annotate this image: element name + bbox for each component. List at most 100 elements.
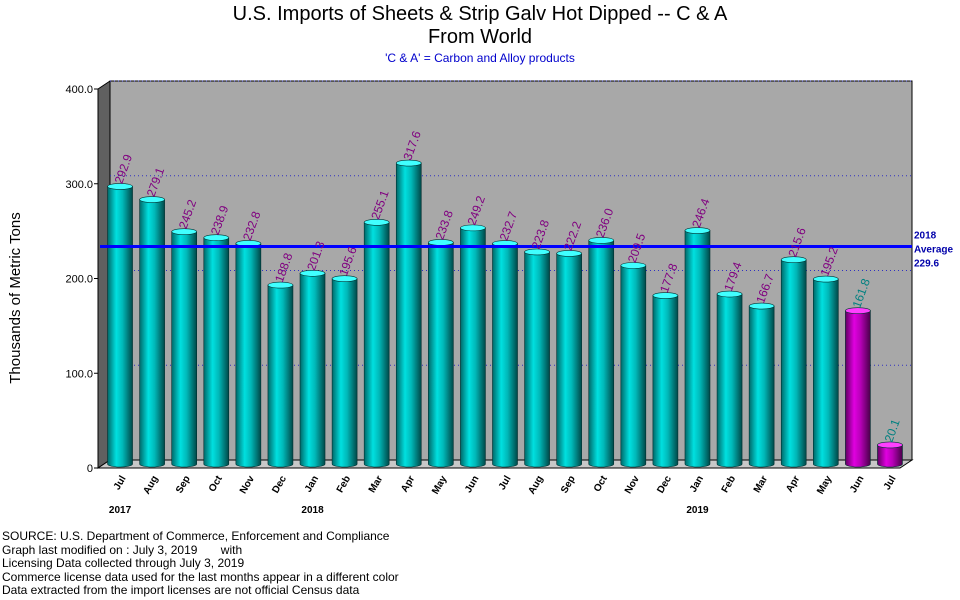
y-tick-label: 0 — [87, 463, 93, 475]
x-tick-label: Jan — [688, 474, 706, 494]
bar-top — [395, 159, 422, 167]
bar-body — [620, 265, 647, 468]
bar — [331, 275, 358, 468]
chart-title-line2: From World — [427, 26, 533, 48]
year-label: 2017 — [109, 505, 132, 516]
bar — [203, 234, 230, 468]
source-notes: SOURCE: U.S. Department of Commerce, Enf… — [2, 529, 399, 598]
bar-body — [877, 444, 903, 468]
bar-top — [171, 228, 197, 235]
x-tick-label: Jul — [112, 474, 129, 492]
y-tick-label: 400.0 — [65, 84, 93, 96]
y-axis: 0 100.0 200.0 300.0 400.0 — [65, 84, 99, 475]
bar-body — [684, 230, 711, 468]
bar-body — [716, 293, 743, 468]
bar-top — [716, 290, 743, 298]
y-tick-label: 100.0 — [65, 368, 93, 380]
bar-body — [748, 305, 775, 468]
y-tick-label: 300.0 — [65, 179, 93, 191]
bar — [877, 441, 903, 468]
source-line: SOURCE: U.S. Department of Commerce, Enf… — [2, 529, 390, 543]
bar — [748, 302, 775, 468]
bar-body — [524, 251, 550, 468]
bar-body — [428, 242, 454, 468]
bar — [363, 218, 390, 468]
x-tick-label: May — [430, 474, 449, 497]
y-axis-label: Thousands of Metric Tons — [7, 212, 24, 383]
average-line-group: 2018 Average 229.6 — [100, 230, 954, 269]
bar-body — [299, 272, 326, 468]
x-tick-label: Feb — [720, 474, 738, 495]
bar — [620, 262, 647, 468]
bar — [139, 196, 165, 468]
bar — [556, 250, 582, 468]
bar-top — [588, 237, 615, 244]
bar-top — [652, 292, 679, 299]
bar — [235, 240, 262, 468]
bar-top — [524, 248, 550, 256]
bar-top — [620, 262, 647, 269]
bar-body — [203, 237, 230, 468]
bar-body — [267, 284, 294, 468]
source-line: Commerce license data used for the last … — [2, 569, 399, 584]
bar-top — [812, 275, 839, 283]
bar-top — [877, 441, 903, 449]
bar-body — [652, 295, 679, 468]
bar — [684, 227, 711, 468]
bar-body — [556, 253, 582, 468]
bar-top — [748, 302, 775, 310]
bar — [652, 292, 679, 468]
x-tick-label: Jan — [303, 474, 321, 494]
bar-top — [299, 269, 326, 277]
source-line: Data extracted from the import licenses … — [2, 583, 360, 598]
x-tick-label: Jun — [463, 474, 481, 495]
x-tick-label: Mar — [367, 474, 385, 495]
x-tick-label: Jun — [848, 474, 866, 495]
bar-top — [780, 256, 807, 264]
bar-top — [363, 218, 390, 226]
bar-body — [492, 243, 518, 468]
x-tick-label: Jul — [882, 474, 899, 492]
x-tick-label: Sep — [559, 474, 578, 495]
x-tick-label: Nov — [238, 474, 257, 496]
x-tick-label: May — [815, 474, 834, 497]
source-line: Licensing Data collected through July 3,… — [2, 556, 245, 571]
x-tick-label: Oct — [207, 473, 225, 494]
bar — [395, 159, 422, 468]
average-label: Average — [914, 244, 954, 255]
y-tick-label: 200.0 — [65, 274, 93, 286]
bar — [107, 183, 133, 468]
x-tick-label: Aug — [526, 474, 545, 496]
bar — [299, 269, 326, 468]
bar — [492, 240, 518, 468]
year-label: 2018 — [301, 505, 324, 516]
bar-top — [845, 307, 871, 314]
x-tick-label: Aug — [141, 474, 160, 496]
x-tick-label: Jul — [497, 474, 514, 492]
bar — [780, 256, 807, 468]
bar-top — [203, 234, 230, 241]
source-line: Graph last modified on : July 3, 2019 wi… — [2, 542, 243, 557]
x-tick-label: Dec — [655, 474, 674, 496]
x-tick-label: Apr — [399, 474, 417, 495]
x-tick-label: Sep — [174, 474, 193, 495]
bar — [524, 248, 550, 468]
chart-subtitle: 'C & A' = Carbon and Alloy products — [385, 51, 575, 65]
bar-top — [139, 196, 165, 203]
bar-body — [235, 243, 262, 468]
bar-body — [395, 162, 422, 468]
x-axis-labels: Jul Aug Sep Oct Nov Dec Jan Feb Mar Apr May Jun Jul A… — [109, 473, 899, 516]
bar-body — [780, 259, 807, 468]
bar — [845, 307, 871, 468]
x-tick-label: Apr — [784, 474, 802, 495]
bar-top — [556, 250, 582, 257]
x-tick-label: Feb — [335, 474, 353, 495]
bar — [460, 224, 486, 468]
bar-body — [139, 199, 165, 468]
bar-body — [107, 186, 133, 468]
bar-top — [684, 227, 711, 234]
bars — [107, 159, 903, 468]
bar — [812, 275, 839, 468]
bar — [267, 281, 294, 468]
